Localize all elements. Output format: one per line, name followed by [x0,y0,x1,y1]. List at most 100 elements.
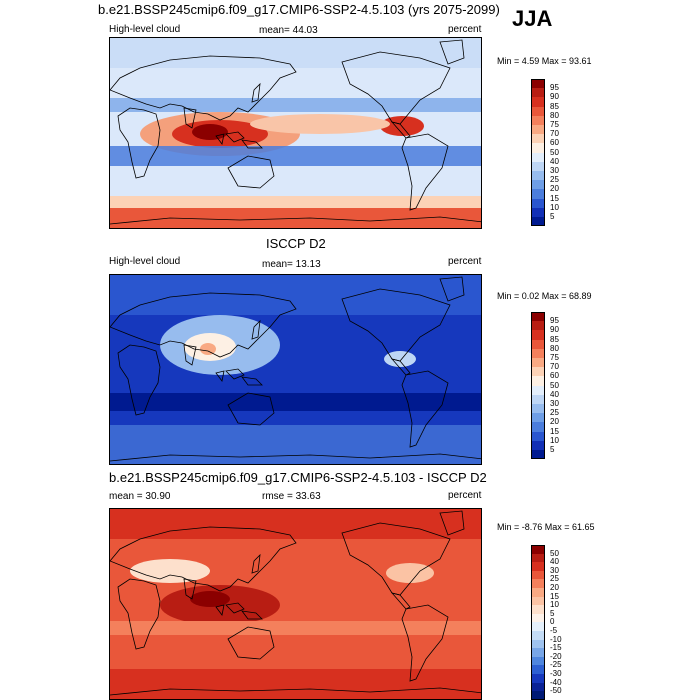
coastline [215,602,263,620]
colorbar-tick-label: 20 [550,417,559,427]
coastline [110,55,297,121]
colorbar-tick-label: 50 [550,147,559,157]
panel3-mean-label: mean = 30.90 [109,491,171,502]
colorbar-tick-label: 40 [550,557,559,567]
panel1-units: percent [448,24,482,35]
coastline [110,216,481,225]
panel1-map [109,37,482,229]
coastline [439,39,465,65]
coastline [401,133,449,211]
colorbar-tick-label: 90 [550,325,559,335]
panel2-minmax: Min = 0.02 Max = 68.89 [497,291,592,301]
colorbar-tick-label: -5 [550,626,558,635]
colorbar-tick-label: 40 [550,389,559,399]
colorbar-tick-label: -10 [550,634,562,644]
colorbar-tick-label: 25 [550,408,559,418]
coastline [227,626,275,660]
panel2-field-label: High-level cloud [109,256,181,267]
panel1-minmax: Min = 4.59 Max = 93.61 [497,56,592,66]
colorbar-tick-label: -20 [550,651,562,661]
main-title: b.e21.BSSP245cmip6.f09_g17.CMIP6-SSP2-4.… [98,2,500,17]
colorbar-tick-label: -15 [550,643,562,653]
colorbar-tick-label: 90 [550,92,559,102]
panel2-mean-label: mean= 13.13 [262,259,321,270]
coastline [251,319,261,340]
colorbar-tick-label: 75 [550,353,559,362]
colorbar-tick-label: 85 [550,334,559,344]
colorbar-tick-label: 70 [550,362,559,372]
colorbar-tick-label: 15 [550,591,559,601]
colorbar-tick-label: 10 [550,435,559,445]
panel3-units: percent [448,490,482,501]
colorbar-tick-label: 20 [550,583,559,592]
coastline [215,131,263,149]
panel3-map [109,508,482,700]
colorbar-tick-label: 50 [550,548,559,558]
coastline [183,344,197,366]
colorbar-frame [531,79,545,227]
panel3-minmax: Min = -8.76 Max = 61.65 [497,522,595,532]
colorbar-tick-label: 10 [550,600,559,610]
coastline [251,553,261,574]
colorbar-tick-label: 75 [550,120,559,129]
colorbar-tick-label: 50 [550,380,559,390]
coastline [390,121,411,139]
colorbar-tick-label: -50 [550,686,562,696]
panel1-field-label: High-level cloud [109,24,181,35]
colorbar-tick-label: 25 [550,574,559,584]
colorbar-tick-label: 85 [550,101,559,111]
coastline [215,368,263,386]
colorbar-frame [531,545,545,700]
panel2-title: ISCCP D2 [266,236,326,251]
coastline [390,592,411,610]
colorbar-tick-label: 25 [550,175,559,185]
colorbar-tick-label: 20 [550,184,559,194]
coastline [439,276,465,302]
colorbar-tick-label: 80 [550,110,559,120]
coastline [117,344,161,416]
panel1-mean-label: mean= 44.03 [259,25,318,36]
colorbar-tick-label: 70 [550,129,559,139]
season-label: JJA [512,6,553,31]
colorbar-tick-label: 60 [550,138,559,148]
colorbar-tick-label: 80 [550,343,559,353]
coastline [117,107,161,179]
colorbar-tick-label: 30 [550,565,559,575]
colorbar-tick-label: 95 [550,83,559,93]
coastline [110,292,297,358]
colorbar-tick-label: 60 [550,371,559,381]
coastline [251,82,261,103]
colorbar-tick-label: 5 [550,608,555,618]
colorbar-tick-label: 15 [550,193,559,203]
coastline [110,453,481,462]
colorbar-tick-label: 5 [550,445,555,454]
coastline [341,522,451,596]
colorbar-tick-label: -25 [550,660,562,670]
colorbar-tick-label: 40 [550,156,559,166]
panel2-map [109,274,482,465]
colorbar-tick-label: 95 [550,316,559,326]
coastline [183,107,197,129]
coastline [401,370,449,448]
colorbar-tick-label: 30 [550,166,559,175]
coastline [227,392,275,426]
coastline [390,358,411,376]
colorbar-tick-label: 5 [550,212,555,221]
coastline [401,604,449,682]
panel3-title: b.e21.BSSP245cmip6.f09_g17.CMIP6-SSP2-4.… [109,470,487,485]
coastline [110,526,297,592]
colorbar-tick-label: -40 [550,677,562,687]
coastline [227,155,275,189]
coastline [439,510,465,536]
colorbar-frame [531,312,545,460]
colorbar-tick-label: 15 [550,426,559,436]
coastline [341,288,451,362]
colorbar-tick-label: 0 [550,617,555,627]
coastline [117,578,161,650]
colorbar-tick-label: 10 [550,202,559,212]
coastline [341,51,451,125]
panel2-units: percent [448,256,482,267]
coastline [183,578,197,600]
colorbar-tick-label: -30 [550,669,562,678]
colorbar-tick-label: 30 [550,399,559,408]
